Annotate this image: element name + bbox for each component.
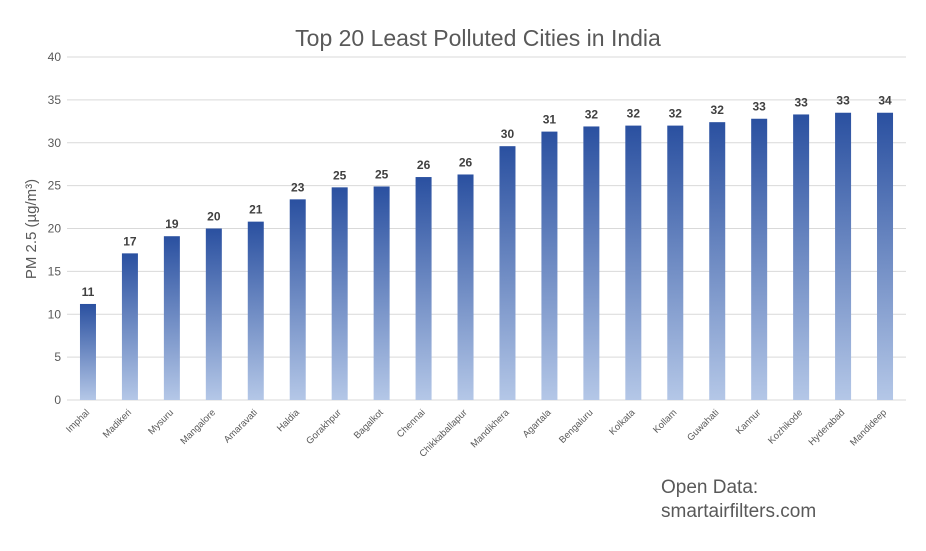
bar bbox=[667, 125, 684, 400]
x-tick-label: Mysuru bbox=[146, 407, 176, 437]
y-axis-ticks: 0 5 10 15 20 25 30 35 40 bbox=[48, 50, 62, 407]
x-tick-label: Kolkata bbox=[607, 407, 638, 438]
bar bbox=[499, 146, 516, 400]
bars bbox=[79, 112, 894, 401]
data-label: 11 bbox=[82, 285, 95, 299]
y-tick-label: 25 bbox=[48, 179, 62, 193]
y-axis-label: PM 2.5 (µg/m³) bbox=[23, 179, 40, 279]
data-label: 33 bbox=[794, 95, 808, 109]
x-tick-label: Madikeri bbox=[101, 407, 134, 440]
data-label: 21 bbox=[249, 203, 263, 217]
data-label: 26 bbox=[459, 155, 473, 169]
chart-title: Top 20 Least Polluted Cities in India bbox=[295, 25, 661, 51]
x-tick-label: Chennai bbox=[395, 407, 428, 440]
bar bbox=[163, 236, 180, 400]
y-tick-label: 5 bbox=[54, 350, 61, 364]
bar bbox=[541, 131, 558, 401]
x-tick-label: Haldia bbox=[275, 407, 302, 434]
data-label: 33 bbox=[752, 100, 766, 114]
x-tick-label: Imphal bbox=[64, 407, 92, 435]
data-label: 32 bbox=[627, 107, 641, 121]
data-label: 31 bbox=[543, 113, 557, 127]
x-tick-label: Mandikhera bbox=[469, 407, 512, 450]
bar bbox=[835, 112, 852, 401]
bar bbox=[793, 114, 810, 400]
data-label: 33 bbox=[836, 94, 850, 108]
source-line-2: smartairfilters.com bbox=[661, 501, 817, 522]
x-tick-label: Mangalore bbox=[178, 407, 218, 447]
x-tick-label: Agartala bbox=[521, 407, 554, 440]
x-tick-label: Bagalkot bbox=[352, 407, 386, 441]
y-tick-label: 10 bbox=[48, 307, 62, 321]
bar bbox=[709, 122, 726, 401]
data-label: 23 bbox=[291, 180, 305, 194]
data-label: 19 bbox=[165, 217, 179, 231]
x-tick-label: Guwahati bbox=[685, 407, 721, 443]
bar bbox=[583, 126, 600, 401]
y-tick-label: 20 bbox=[48, 222, 62, 236]
x-tick-label: Kozhikode bbox=[766, 407, 805, 446]
x-tick-label: Kannur bbox=[734, 407, 763, 436]
y-tick-label: 40 bbox=[48, 50, 62, 64]
data-label: 32 bbox=[585, 107, 599, 121]
y-tick-label: 15 bbox=[48, 264, 62, 278]
data-label: 25 bbox=[333, 168, 347, 182]
data-label: 20 bbox=[207, 210, 221, 224]
data-label: 26 bbox=[417, 158, 431, 172]
y-tick-label: 30 bbox=[48, 136, 62, 150]
bar bbox=[373, 186, 390, 400]
data-label: 32 bbox=[669, 107, 683, 121]
x-tick-label: Mandideep bbox=[848, 407, 889, 448]
bar bbox=[415, 177, 432, 400]
data-labels: 11 17 19 20 21 23 25 25 26 26 30 31 32 32 32 32 33 33 33 34 bbox=[82, 94, 892, 299]
x-tick-label: Amaravati bbox=[222, 407, 260, 445]
gridlines bbox=[67, 56, 906, 401]
data-label: 32 bbox=[711, 103, 725, 117]
x-tick-label: Gorakhpur bbox=[304, 407, 344, 447]
bar bbox=[331, 187, 348, 400]
y-tick-label: 35 bbox=[48, 93, 62, 107]
x-tick-label: Hyderabad bbox=[807, 407, 848, 448]
bar bbox=[457, 174, 474, 400]
y-tick-label: 0 bbox=[54, 393, 61, 407]
x-tick-label: Bengaluru bbox=[557, 407, 595, 445]
data-label: 34 bbox=[878, 94, 892, 108]
source-line-1: Open Data: bbox=[661, 477, 759, 498]
bar bbox=[247, 221, 264, 400]
bar bbox=[205, 228, 222, 400]
source-note: Open Data: smartairfilters.com bbox=[661, 476, 816, 524]
bar bbox=[79, 303, 96, 400]
data-label: 25 bbox=[375, 167, 389, 181]
data-label: 30 bbox=[501, 127, 515, 141]
bar bbox=[121, 253, 138, 400]
data-label: 17 bbox=[123, 234, 137, 248]
bar bbox=[877, 112, 894, 401]
bar bbox=[625, 125, 642, 400]
bar bbox=[289, 199, 306, 400]
x-tick-label: Kollam bbox=[651, 407, 679, 435]
bar bbox=[751, 118, 768, 401]
x-axis-ticks: Imphal Madikeri Mysuru Mangalore Amaravati Ha… bbox=[64, 407, 889, 460]
